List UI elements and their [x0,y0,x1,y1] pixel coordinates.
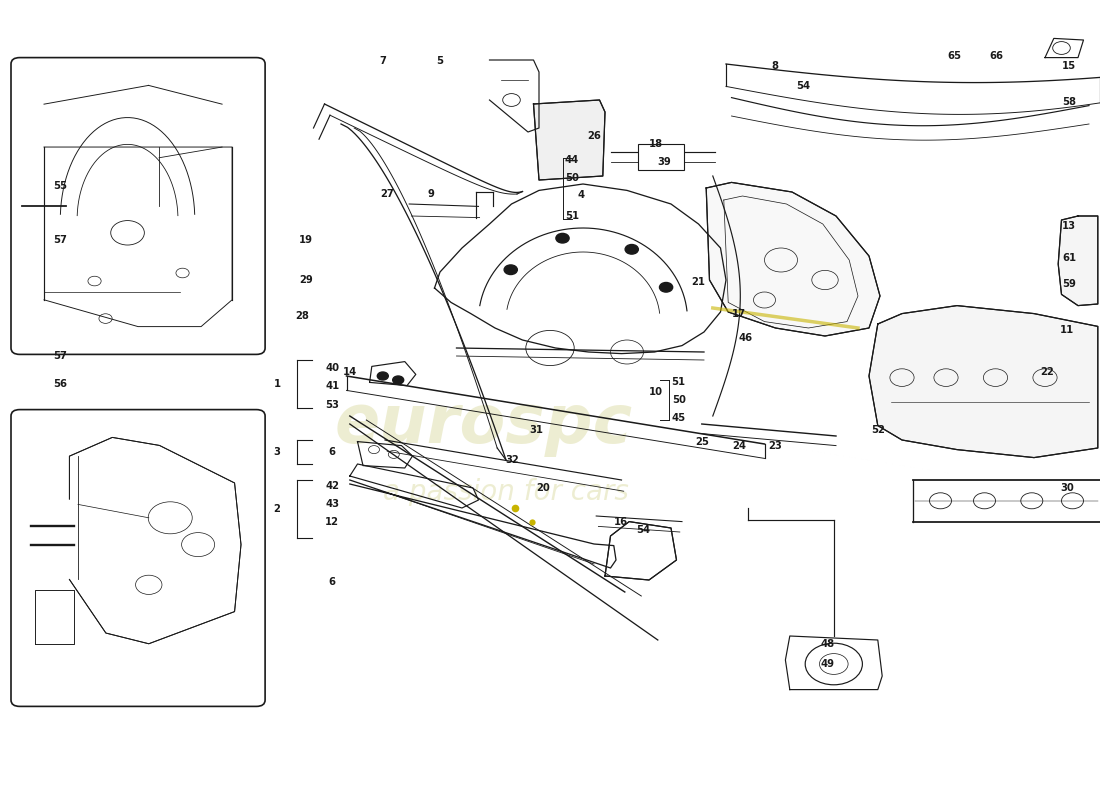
Text: 12: 12 [326,518,339,527]
Text: a passion for cars: a passion for cars [383,478,629,506]
Text: 44: 44 [565,155,579,165]
Text: 2: 2 [274,504,280,514]
Text: 31: 31 [530,426,543,435]
Text: 49: 49 [821,659,834,669]
Text: 15: 15 [1063,61,1076,70]
Text: 24: 24 [733,441,746,450]
FancyBboxPatch shape [638,144,684,170]
FancyBboxPatch shape [11,410,265,706]
Text: 7: 7 [379,56,386,66]
Text: 50: 50 [672,395,685,405]
Text: 48: 48 [821,639,834,649]
Text: 30: 30 [1060,483,1074,493]
Text: 6: 6 [329,447,336,457]
Text: 26: 26 [587,131,601,141]
Text: 56: 56 [54,379,67,389]
Text: 61: 61 [1063,253,1076,262]
Polygon shape [69,438,241,644]
Text: 18: 18 [649,139,662,149]
Text: 13: 13 [1063,221,1076,230]
Text: 6: 6 [329,578,336,587]
Text: 51: 51 [672,378,685,387]
Text: 53: 53 [326,400,339,410]
Text: 57: 57 [54,235,67,245]
FancyBboxPatch shape [11,58,265,354]
Text: 3: 3 [274,447,280,457]
Text: 14: 14 [343,367,356,377]
Text: 11: 11 [1060,325,1074,334]
Text: 46: 46 [739,333,752,342]
Text: 40: 40 [326,363,339,373]
Text: 8: 8 [771,61,778,70]
Text: 23: 23 [769,441,782,450]
Text: 66: 66 [990,51,1003,61]
Polygon shape [605,522,676,580]
Polygon shape [706,182,880,336]
Text: 65: 65 [948,51,961,61]
Text: 17: 17 [733,309,746,318]
Polygon shape [1058,216,1098,306]
Text: 59: 59 [1063,279,1076,289]
Text: 57: 57 [54,351,67,361]
Text: 42: 42 [326,481,339,490]
Text: 45: 45 [672,413,685,422]
Text: 52: 52 [871,426,884,435]
Circle shape [625,245,638,254]
Text: 28: 28 [296,311,309,321]
Text: 54: 54 [796,82,810,91]
Text: 20: 20 [537,483,550,493]
Text: 39: 39 [658,158,671,167]
Circle shape [660,282,673,292]
Text: 43: 43 [326,499,339,509]
Text: 51: 51 [565,211,579,221]
Text: 55: 55 [54,181,67,190]
Polygon shape [534,100,605,180]
Text: 10: 10 [649,387,662,397]
Text: 1: 1 [274,379,280,389]
Text: 21: 21 [692,277,705,286]
Circle shape [377,372,388,380]
Text: 9: 9 [428,189,435,198]
Text: 27: 27 [381,189,394,198]
Text: 16: 16 [614,517,627,526]
Text: 25: 25 [695,437,708,446]
Circle shape [393,376,404,384]
Circle shape [556,234,569,243]
Text: 22: 22 [1041,367,1054,377]
Text: 5: 5 [437,56,443,66]
Text: 50: 50 [565,173,579,182]
Text: 54: 54 [637,525,650,534]
Text: 4: 4 [578,190,584,200]
Text: 32: 32 [506,455,519,465]
Polygon shape [869,306,1098,458]
Text: 29: 29 [299,275,312,285]
Text: eurospc: eurospc [334,391,634,457]
Text: 19: 19 [299,235,312,245]
Circle shape [504,265,517,274]
Text: 41: 41 [326,381,339,390]
Text: 58: 58 [1063,98,1076,107]
